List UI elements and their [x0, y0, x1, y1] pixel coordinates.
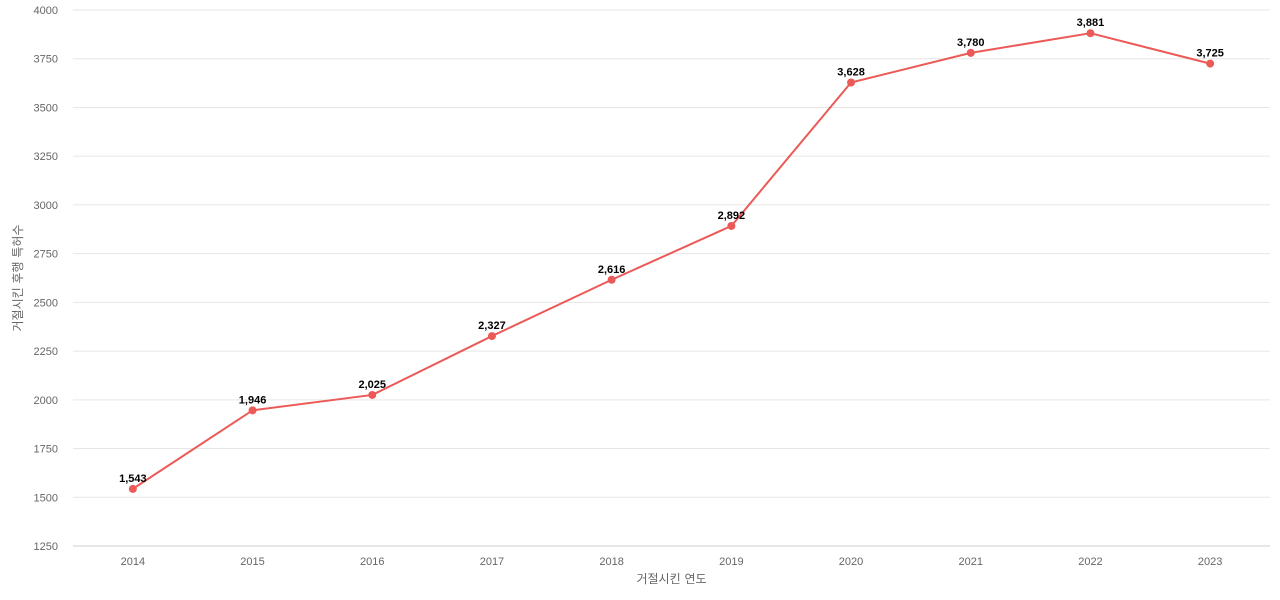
x-axis-title: 거절시킨 연도 — [636, 572, 706, 586]
data-points — [128, 29, 1215, 493]
x-tick-label: 2021 — [959, 556, 983, 568]
data-label: 2,327 — [478, 320, 506, 332]
x-tick-label: 2019 — [719, 556, 743, 568]
data-point — [966, 48, 975, 57]
y-tick-label: 3500 — [34, 102, 58, 114]
data-label: 2,025 — [358, 379, 386, 391]
x-tick-label: 2023 — [1198, 556, 1222, 568]
y-tick-label: 4000 — [34, 5, 58, 17]
y-tick-label: 2250 — [34, 346, 58, 358]
series-layer — [132, 32, 1211, 490]
data-point — [1206, 59, 1215, 68]
y-tick-label: 1750 — [34, 444, 58, 456]
x-tick-label: 2022 — [1078, 556, 1102, 568]
x-axis-ticks: 2014 2015 2016 2017 2018 2019 2020 2021 2022 2023 — [121, 556, 1223, 568]
data-label: 3,725 — [1196, 48, 1224, 60]
y-tick-label: 1250 — [34, 541, 58, 553]
data-label: 1,543 — [119, 473, 147, 485]
x-tick-label: 2017 — [480, 556, 504, 568]
y-tick-label: 1500 — [34, 492, 58, 504]
data-point — [607, 275, 616, 284]
data-label: 2,892 — [718, 210, 746, 222]
y-axis-title: 거절시킨 후행 특허수 — [10, 225, 25, 332]
data-point — [368, 390, 377, 399]
y-tick-label: 2750 — [34, 249, 58, 261]
series-line — [132, 32, 1211, 490]
data-point — [128, 484, 137, 493]
data-label: 1,946 — [239, 394, 267, 406]
x-tick-label: 2014 — [121, 556, 145, 568]
y-tick-label: 3000 — [34, 200, 58, 212]
data-label: 3,881 — [1077, 17, 1105, 29]
y-tick-label: 2500 — [34, 297, 58, 309]
data-labels: 1,543 1,946 2,025 2,327 2,616 2,892 3,628 3,780… — [119, 17, 1224, 485]
data-label: 3,780 — [957, 37, 985, 49]
data-point — [248, 406, 257, 415]
data-label: 3,628 — [837, 67, 865, 79]
y-tick-label: 3750 — [34, 54, 58, 66]
data-point — [847, 78, 856, 87]
y-tick-label: 3250 — [34, 151, 58, 163]
x-tick-label: 2015 — [240, 556, 264, 568]
grid-lines — [73, 9, 1270, 547]
data-point — [1086, 29, 1095, 38]
x-tick-label: 2016 — [360, 556, 384, 568]
y-axis-ticks: 1250 1500 1750 2000 2250 2500 2750 3000 3250 3500… — [34, 5, 58, 553]
data-point — [727, 221, 736, 230]
data-label: 2,616 — [598, 264, 626, 276]
data-point — [487, 332, 496, 341]
x-tick-label: 2018 — [599, 556, 623, 568]
y-tick-label: 2000 — [34, 395, 58, 407]
x-tick-label: 2020 — [839, 556, 863, 568]
